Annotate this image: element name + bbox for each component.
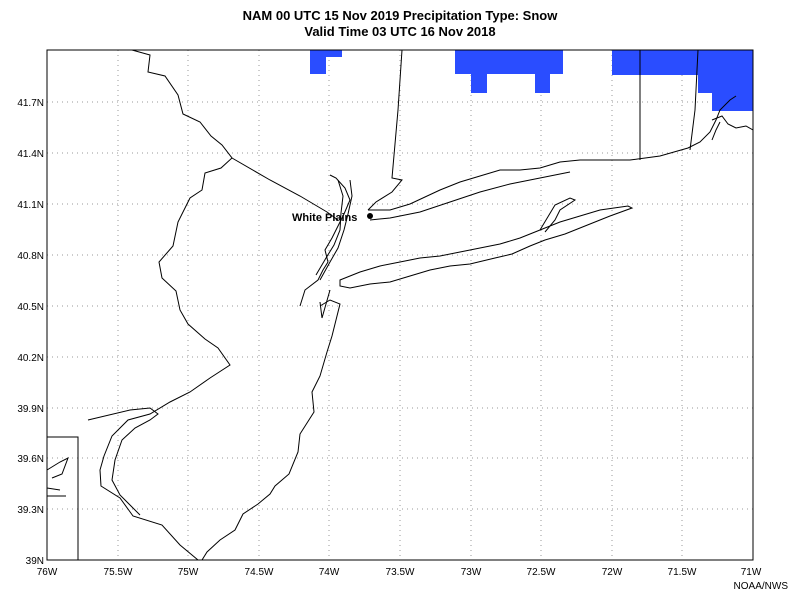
lat-label: 40.8N [17, 251, 44, 262]
lat-label: 41.7N [17, 98, 44, 109]
snow-precip-area [310, 50, 753, 111]
lat-label: 39N [26, 556, 44, 567]
lat-label: 41.4N [17, 149, 44, 160]
lon-label: 74W [319, 567, 340, 578]
map-title-line1: NAM 00 UTC 15 Nov 2019 Precipitation Typ… [242, 8, 558, 23]
city-label: White Plains [292, 212, 357, 224]
lon-label: 72W [602, 567, 623, 578]
lat-labels: 41.7N 41.4N 41.1N 40.8N 40.5N 40.2N 39.9… [17, 98, 44, 567]
lon-label: 75.5W [104, 567, 133, 578]
lat-label: 39.9N [17, 404, 44, 415]
lon-label: 73W [461, 567, 482, 578]
lat-lon-grid [47, 50, 753, 560]
credit-label: NOAA/NWS [733, 581, 788, 592]
coastline-borders [46, 49, 754, 561]
lat-label: 39.3N [17, 505, 44, 516]
map-title-line2: Valid Time 03 UTC 16 Nov 2018 [304, 24, 496, 39]
lat-label: 40.5N [17, 302, 44, 313]
lat-label: 39.6N [17, 454, 44, 465]
map-frame [46, 49, 754, 561]
lon-label: 75W [178, 567, 199, 578]
lon-label: 72.5W [527, 567, 556, 578]
lon-labels: 76W 75.5W 75W 74.5W 74W 73.5W 73W 72.5W … [37, 567, 762, 578]
lon-label: 74.5W [245, 567, 274, 578]
lon-label: 73.5W [386, 567, 415, 578]
lat-label: 41.1N [17, 200, 44, 211]
lon-label: 71.5W [668, 567, 697, 578]
lon-label: 76W [37, 567, 58, 578]
lon-label: 71W [741, 567, 762, 578]
lat-label: 40.2N [17, 353, 44, 364]
city-marker [367, 213, 373, 219]
